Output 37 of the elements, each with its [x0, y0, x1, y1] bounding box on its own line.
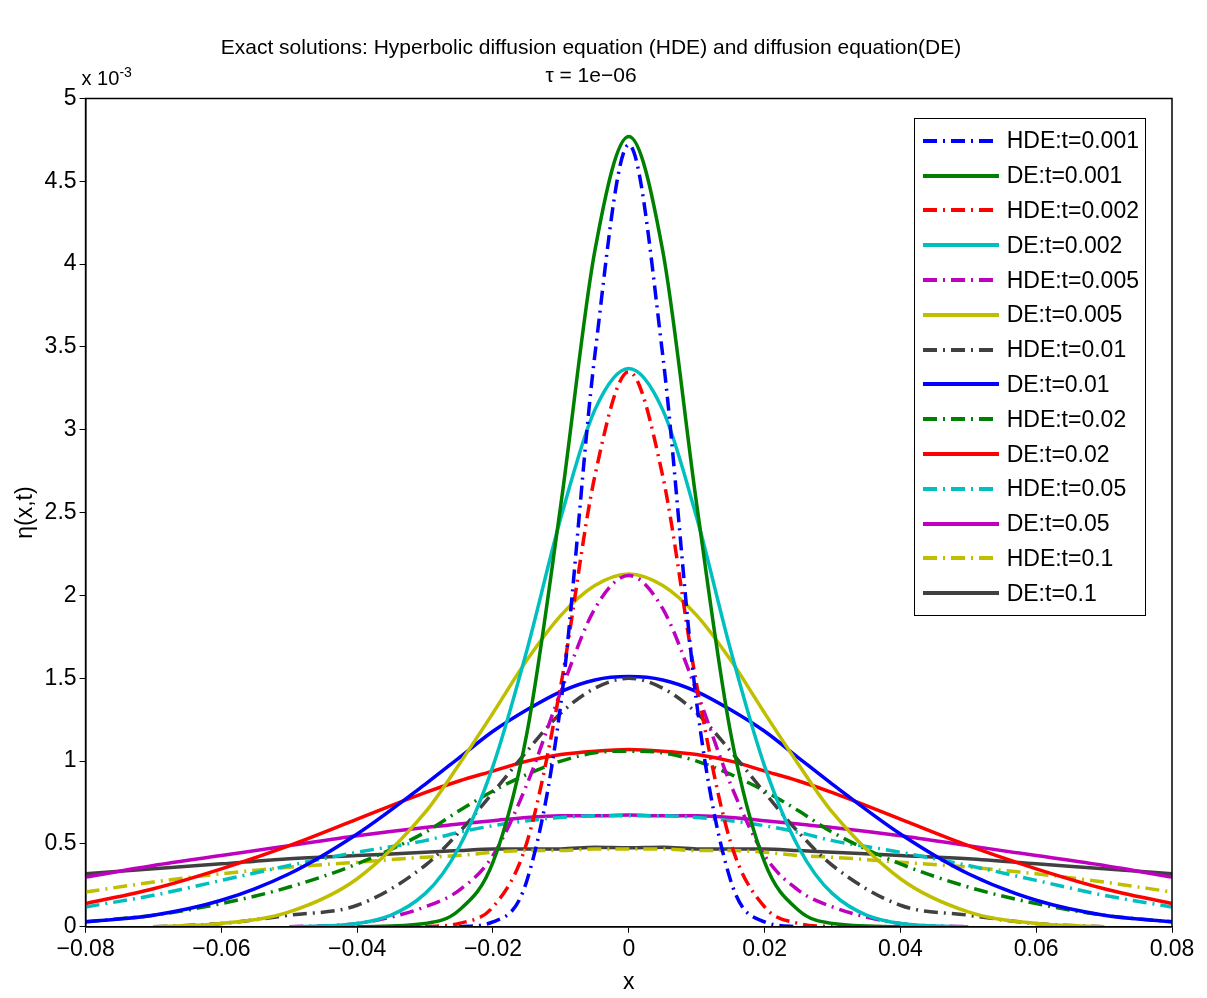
x-tick-label: 0: [622, 934, 636, 961]
x-tick-label: −0.06: [192, 934, 251, 961]
legend-label: HDE:t=0.1: [1006, 543, 1114, 573]
y-tick-label: 2.5: [44, 497, 77, 524]
legend-label: HDE:t=0.005: [1006, 265, 1139, 295]
legend-label: DE:t=0.005: [1006, 300, 1123, 330]
legend-label: DE:t=0.001: [1006, 161, 1123, 191]
x-tick-label: 0.04: [878, 934, 923, 961]
x-axis-title: x: [623, 967, 636, 994]
x-tick-label: −0.02: [463, 934, 523, 961]
legend-label: DE:t=0.02: [1006, 439, 1110, 469]
x-tick-label: 0.06: [1013, 934, 1059, 961]
legend-label: HDE:t=0.05: [1006, 474, 1127, 504]
legend-label: DE:t=0.002: [1006, 230, 1123, 260]
text: x 10$^{-3}$: [81, 64, 132, 90]
y-tick-label: 0.5: [44, 829, 77, 856]
y-tick-label: 4: [63, 249, 77, 276]
legend-label: DE:t=0.1: [1006, 578, 1097, 608]
legend-label: HDE:t=0.001: [1006, 126, 1139, 156]
y-tick-label: 3.5: [44, 332, 77, 359]
legend-label: HDE:t=0.01: [1006, 335, 1127, 365]
y-tick-label: 3: [63, 415, 77, 442]
chart-subtitle: τ = 1e−06: [545, 62, 637, 86]
y-tick-label: 1.5: [44, 663, 77, 690]
legend-label: DE:t=0.05: [1006, 509, 1110, 539]
x-tick-label: −0.04: [328, 934, 387, 961]
legend-label: HDE:t=0.002: [1006, 196, 1139, 225]
y-tick-label: 5: [63, 83, 77, 110]
legend-label: DE:t=0.01: [1006, 369, 1110, 399]
y-tick-label: 1: [63, 746, 77, 773]
chart-title: Exact solutions: Hyperbolic diffusion equation (HDE) and diffusion equation(DE): [220, 35, 962, 59]
y-tick-label: 2: [63, 580, 77, 607]
legend-label: HDE:t=0.02: [1006, 404, 1127, 434]
x-tick-label: 0.02: [742, 934, 787, 961]
y-tick-label: 4.5: [44, 166, 77, 193]
x-tick-label: 0.08: [1149, 934, 1195, 961]
y-axis-title: η(x,t): [11, 486, 38, 539]
